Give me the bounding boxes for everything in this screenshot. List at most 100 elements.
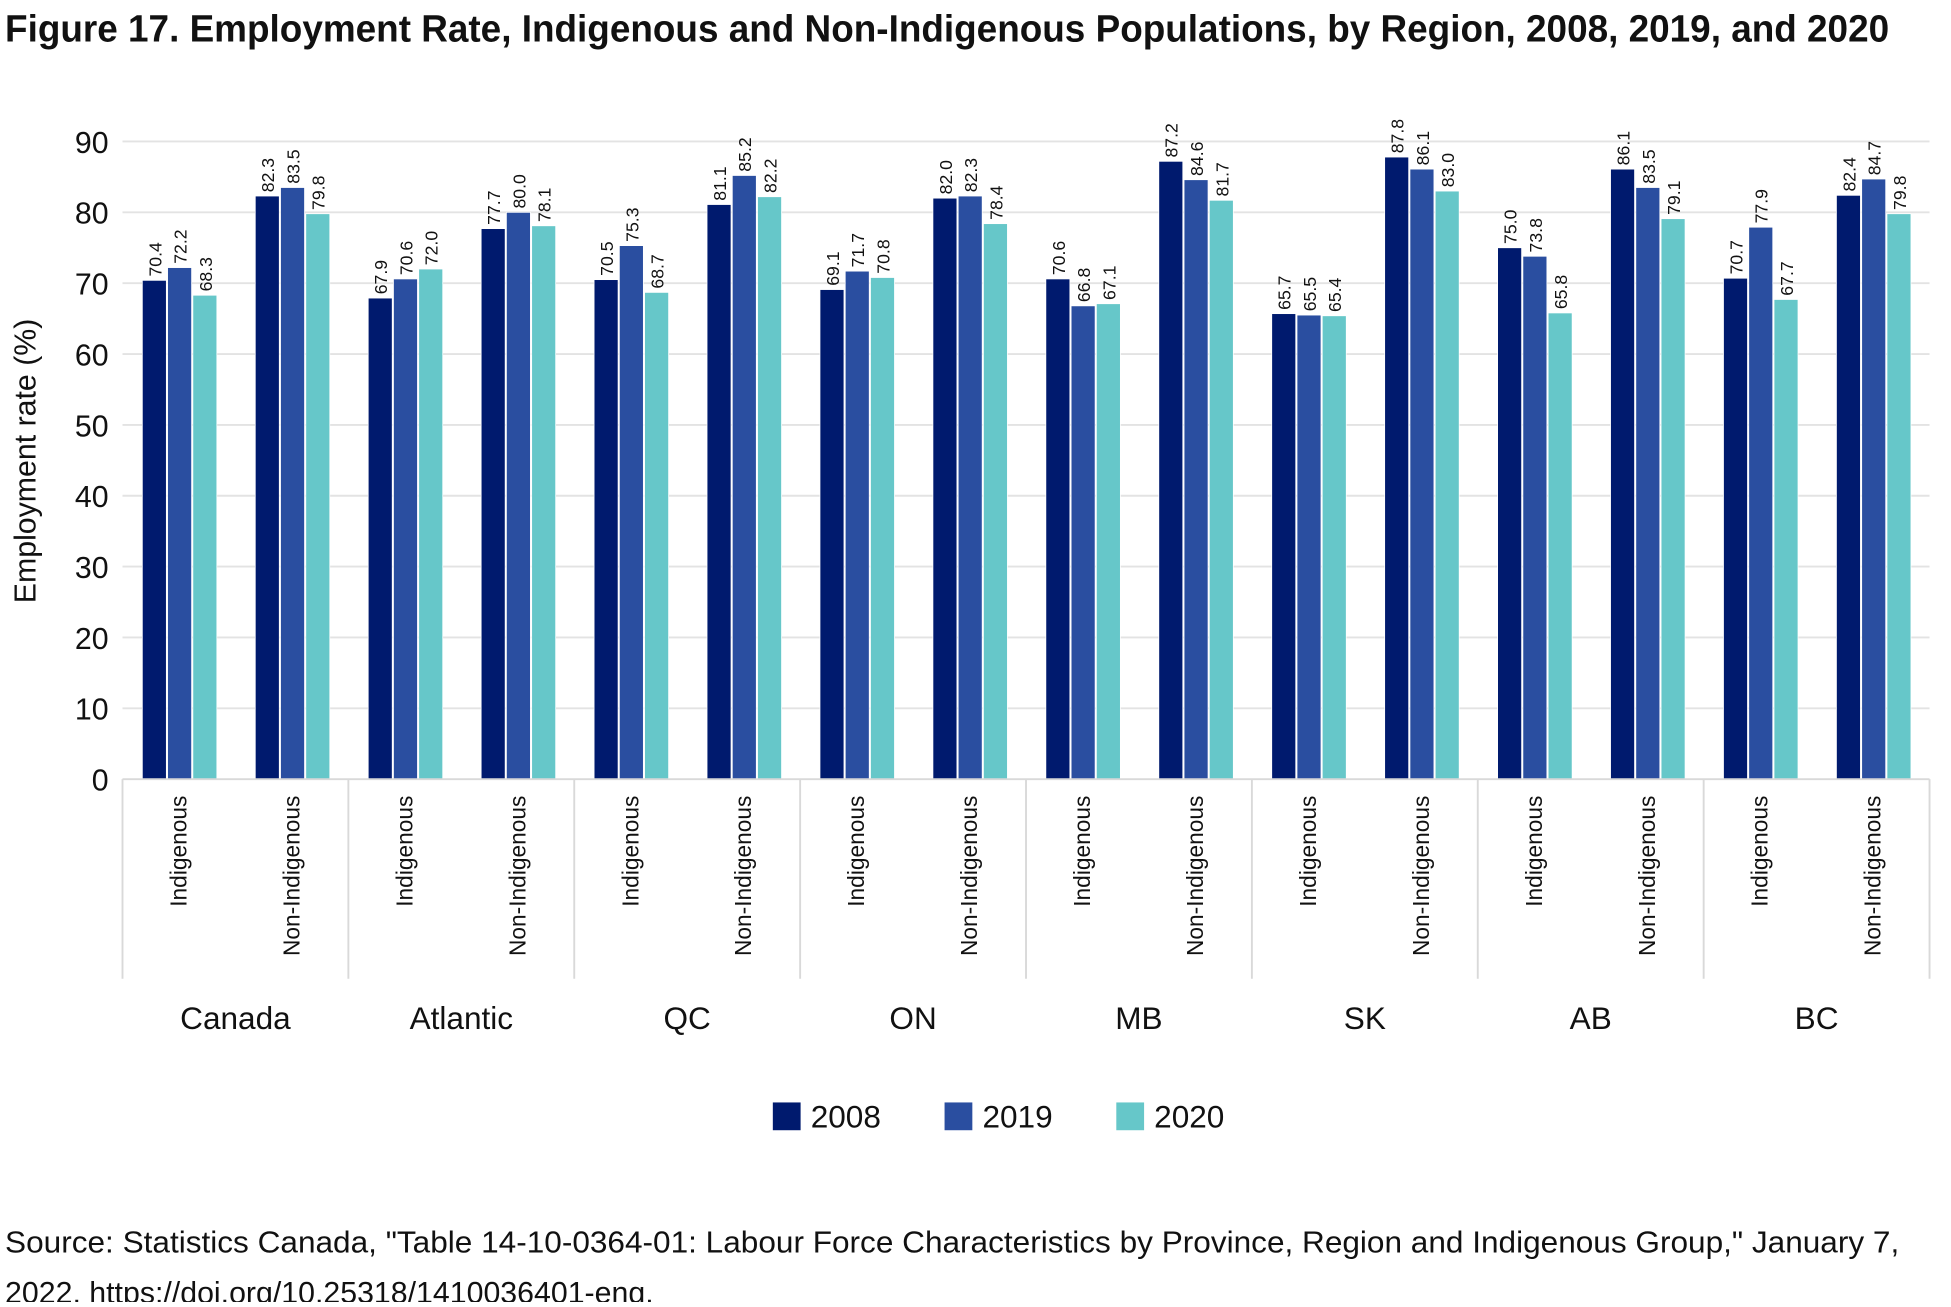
data-label: 80.0	[509, 174, 529, 209]
category-label: Indigenous	[391, 796, 417, 907]
bar-2008	[1497, 247, 1522, 780]
data-label: 65.7	[1275, 275, 1295, 309]
y-tick-label: 40	[75, 481, 109, 514]
data-label: 87.2	[1162, 123, 1182, 157]
y-tick-label: 20	[75, 623, 109, 656]
bar-2008	[706, 204, 732, 780]
data-label: 83.5	[1639, 149, 1659, 184]
bar-2020	[1434, 190, 1460, 780]
category-label: Non-Indigenous	[1634, 796, 1660, 956]
bar-2008	[480, 228, 506, 780]
bar-2020	[1208, 199, 1234, 780]
data-label: 79.1	[1664, 181, 1684, 215]
bar-2020	[1547, 312, 1573, 780]
bar-2008	[1610, 168, 1635, 780]
data-label: 67.7	[1777, 261, 1797, 295]
data-label: 70.6	[396, 241, 416, 276]
data-label: 83.0	[1438, 153, 1458, 188]
data-label: 82.2	[760, 159, 780, 193]
bar-2019	[167, 267, 192, 780]
bar-2020	[870, 277, 895, 780]
data-label: 79.8	[1890, 175, 1910, 210]
data-label: 84.6	[1187, 141, 1207, 176]
bar-2020	[1660, 218, 1686, 780]
source-period: .	[645, 1277, 653, 1302]
data-label: 82.4	[1839, 157, 1859, 192]
bar-2008	[1384, 156, 1410, 780]
region-label: Canada	[180, 1000, 291, 1036]
bar-2019	[1409, 168, 1435, 780]
category-label: Non-Indigenous	[278, 796, 304, 956]
category-label: Indigenous	[1747, 796, 1773, 907]
category-label: Indigenous	[843, 796, 869, 907]
bar-2008	[1723, 277, 1748, 780]
y-tick-label: 30	[75, 552, 109, 585]
data-label: 77.9	[1752, 189, 1772, 223]
category-label: Indigenous	[1295, 796, 1321, 907]
source-line-1: Source: Statistics Canada, "Table 14-10-…	[5, 1227, 1899, 1260]
bar-2019	[1748, 226, 1774, 780]
data-label: 69.1	[823, 251, 843, 285]
category-label: Non-Indigenous	[504, 796, 530, 956]
data-label: 72.0	[422, 231, 442, 266]
bar-2019	[731, 175, 757, 780]
data-label: 86.1	[1614, 131, 1634, 165]
bar-2019	[1183, 179, 1209, 780]
bar-2008	[1836, 194, 1861, 780]
bar-2019	[1070, 305, 1096, 780]
y-tick-label: 90	[75, 127, 109, 160]
category-label: Non-Indigenous	[1182, 796, 1208, 956]
data-label: 82.3	[961, 158, 981, 193]
legend-label-2008: 2008	[811, 1099, 881, 1135]
data-label: 75.3	[622, 207, 642, 242]
legend-label-2020: 2020	[1154, 1099, 1224, 1135]
category-label: Indigenous	[166, 796, 192, 907]
data-label: 70.7	[1726, 240, 1746, 274]
bar-2019	[1635, 187, 1661, 780]
region-label: MB	[1115, 1000, 1162, 1036]
data-label: 71.7	[848, 233, 868, 267]
bar-2019	[1522, 255, 1548, 780]
data-label: 70.8	[873, 239, 893, 274]
data-label: 72.2	[171, 229, 191, 263]
data-label: 83.5	[283, 149, 303, 184]
data-label: 70.5	[597, 241, 617, 276]
data-label: 82.0	[936, 160, 956, 195]
category-label: Indigenous	[1069, 796, 1095, 907]
data-label: 68.3	[196, 257, 216, 292]
bar-2019	[1861, 178, 1887, 780]
legend-swatch-2008	[772, 1102, 801, 1131]
bar-2020	[1886, 213, 1912, 780]
bar-2020	[531, 225, 557, 780]
bar-2020	[418, 268, 444, 780]
data-label: 65.4	[1325, 277, 1345, 312]
category-label: Non-Indigenous	[1408, 796, 1434, 956]
data-label: 70.4	[145, 242, 165, 277]
data-label: 87.8	[1388, 119, 1408, 154]
data-label: 65.5	[1300, 277, 1320, 312]
category-label: Non-Indigenous	[730, 796, 756, 956]
bar-2008	[1158, 160, 1184, 780]
bar-2008	[819, 289, 845, 780]
bar-2008	[1045, 278, 1071, 780]
bar-2020	[1095, 303, 1121, 780]
data-label: 75.0	[1501, 209, 1521, 244]
source-link[interactable]: https://doi.org/10.25318/1410036401-eng	[89, 1277, 645, 1307]
data-label: 78.4	[986, 185, 1006, 220]
data-label: 82.3	[258, 158, 278, 193]
region-label: SK	[1344, 1000, 1386, 1036]
y-tick-label: 60	[75, 339, 109, 372]
bar-2019	[957, 195, 983, 780]
bar-2019	[1296, 314, 1322, 780]
legend-label-2019: 2019	[982, 1099, 1052, 1135]
data-label: 85.2	[735, 137, 755, 171]
y-axis-label: Employment rate (%)	[9, 319, 42, 604]
bar-2020	[192, 294, 218, 780]
data-label: 70.6	[1049, 241, 1069, 276]
bar-2020	[757, 196, 782, 780]
category-label: Indigenous	[1521, 796, 1547, 907]
bar-2019	[393, 278, 418, 780]
region-label: Atlantic	[410, 1000, 513, 1036]
data-label: 67.9	[371, 260, 391, 294]
